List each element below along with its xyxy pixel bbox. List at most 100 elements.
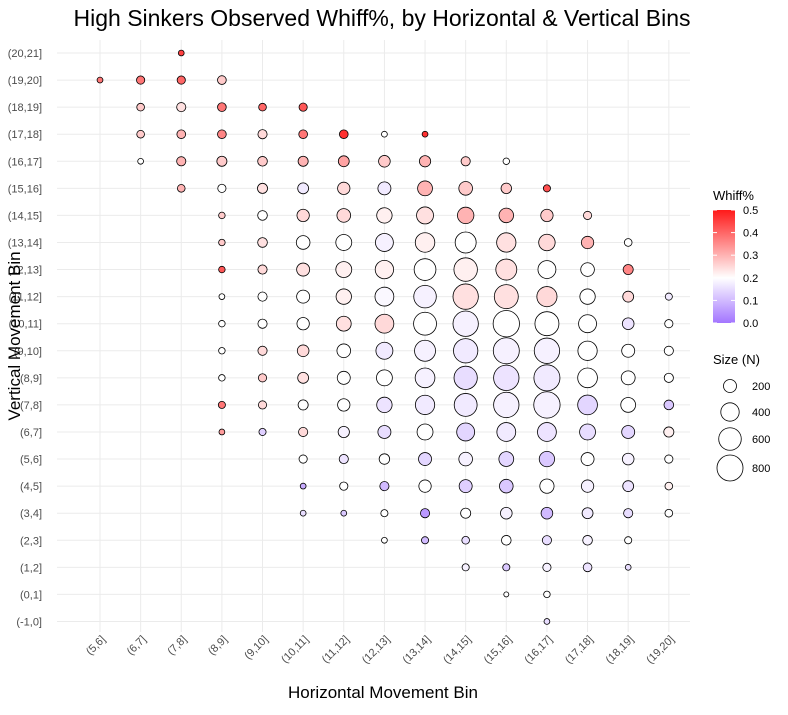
bubble-point bbox=[493, 284, 519, 310]
y-tick-label: (4,5] bbox=[20, 481, 42, 493]
bubble-point bbox=[621, 425, 636, 439]
y-tick-label: (5,6] bbox=[20, 454, 42, 466]
bubble-point bbox=[137, 157, 144, 165]
bubble-point bbox=[337, 425, 350, 439]
bubble-point bbox=[663, 345, 674, 356]
bubble-point bbox=[418, 452, 432, 466]
bubble-point bbox=[217, 183, 227, 193]
y-tick-label: (2,3] bbox=[20, 535, 42, 547]
size-legend-circle bbox=[720, 402, 740, 422]
bubble-point bbox=[413, 311, 437, 336]
bubble-point bbox=[543, 590, 551, 599]
y-tick-label: (18,19] bbox=[8, 102, 42, 114]
size-legend-items: 200 400 600 800 bbox=[716, 379, 770, 482]
bubble-point bbox=[335, 315, 352, 332]
x-tick-label: (9,10] bbox=[242, 634, 270, 662]
x-tick-label: (10,11] bbox=[279, 634, 311, 666]
bubble-point bbox=[257, 156, 268, 167]
bubble-point bbox=[500, 506, 513, 520]
bubble-point bbox=[543, 618, 551, 625]
bubble-point bbox=[298, 102, 308, 112]
bubble-point bbox=[663, 426, 675, 438]
bubble-point bbox=[580, 235, 595, 250]
bubble-point bbox=[501, 535, 512, 546]
bubble-point bbox=[296, 289, 311, 304]
bubble-point bbox=[453, 257, 478, 282]
bubble-point bbox=[379, 481, 390, 492]
bubble-point bbox=[257, 210, 268, 221]
bubble-point bbox=[297, 155, 309, 167]
bubble-point bbox=[502, 157, 510, 165]
x-axis-ticks: (5,6] (6,7] (7,8] (8,9] (9,10] (10,11] (11,12]… bbox=[84, 634, 677, 667]
bubble-point bbox=[414, 394, 436, 415]
bubble-point bbox=[377, 181, 392, 196]
bubble-point bbox=[378, 453, 391, 465]
size-legend-circle bbox=[716, 454, 744, 482]
bubble-point bbox=[492, 337, 520, 365]
bubble-point bbox=[421, 536, 430, 545]
size-legend: Size (N) 200 400 600 800 bbox=[713, 352, 770, 482]
bubble-point bbox=[374, 286, 395, 307]
y-tick-label: (19,20] bbox=[8, 75, 42, 87]
bubble-point bbox=[538, 233, 556, 252]
bubble-point bbox=[664, 481, 674, 491]
y-tick-label: (8,9] bbox=[20, 373, 42, 385]
bubble-point bbox=[537, 422, 557, 442]
bubble-point bbox=[461, 536, 470, 545]
y-tick-label: (20,21] bbox=[8, 48, 42, 60]
bubble-point bbox=[579, 423, 596, 441]
bubble-point bbox=[418, 479, 432, 493]
bubble-point bbox=[538, 450, 556, 468]
bubble-point bbox=[621, 452, 635, 466]
bubble-point bbox=[176, 129, 187, 139]
bubble-point bbox=[257, 400, 268, 410]
bubble-point bbox=[622, 290, 635, 303]
y-tick-label: (16,17] bbox=[8, 156, 42, 168]
bubble-point bbox=[620, 397, 637, 413]
bubble-point bbox=[500, 182, 512, 195]
bubble-point bbox=[537, 260, 557, 279]
bubble-point bbox=[542, 562, 552, 572]
bubble-point bbox=[663, 399, 675, 411]
bubble-point bbox=[414, 339, 436, 362]
bubble-point bbox=[216, 155, 228, 167]
bubble-point bbox=[217, 75, 227, 85]
bubble-point bbox=[377, 425, 392, 439]
bubble-point bbox=[338, 454, 349, 465]
bubble-point bbox=[582, 535, 593, 546]
size-legend-label: 600 bbox=[752, 434, 770, 446]
bubble-point bbox=[257, 237, 268, 248]
bubble-point bbox=[420, 508, 431, 519]
bubble-point bbox=[218, 428, 226, 436]
size-legend-title: Size (N) bbox=[713, 352, 760, 367]
bubble-point bbox=[503, 591, 510, 598]
bubble-point bbox=[418, 155, 432, 168]
bubble-point bbox=[380, 509, 389, 518]
bubble-point bbox=[414, 367, 436, 389]
bubble-point bbox=[580, 452, 595, 466]
color-tick-label: 0.1 bbox=[743, 295, 758, 307]
y-tick-label: (1,2] bbox=[20, 562, 42, 574]
bubble-point bbox=[664, 319, 674, 329]
bubble-point bbox=[218, 265, 226, 274]
bubble-point bbox=[492, 310, 520, 338]
bubble-point bbox=[453, 365, 478, 390]
bubble-point bbox=[452, 310, 479, 337]
bubble-point bbox=[218, 238, 226, 247]
color-tick-label: 0.2 bbox=[743, 273, 758, 285]
bubble-point bbox=[498, 451, 515, 467]
color-legend-bar bbox=[713, 210, 735, 323]
bubble-point bbox=[416, 206, 434, 225]
bubble-point bbox=[299, 509, 307, 517]
bubble-point bbox=[136, 129, 145, 139]
x-tick-label: (15,16] bbox=[482, 634, 515, 667]
bubble-point bbox=[375, 233, 394, 252]
bubble-point bbox=[374, 259, 395, 280]
bubble-point bbox=[456, 422, 476, 442]
bubble-point bbox=[374, 313, 395, 334]
bubble-point bbox=[337, 155, 350, 168]
bubble-point bbox=[581, 507, 594, 520]
bubble-point bbox=[297, 371, 309, 384]
y-tick-label: (3,4] bbox=[20, 508, 42, 520]
